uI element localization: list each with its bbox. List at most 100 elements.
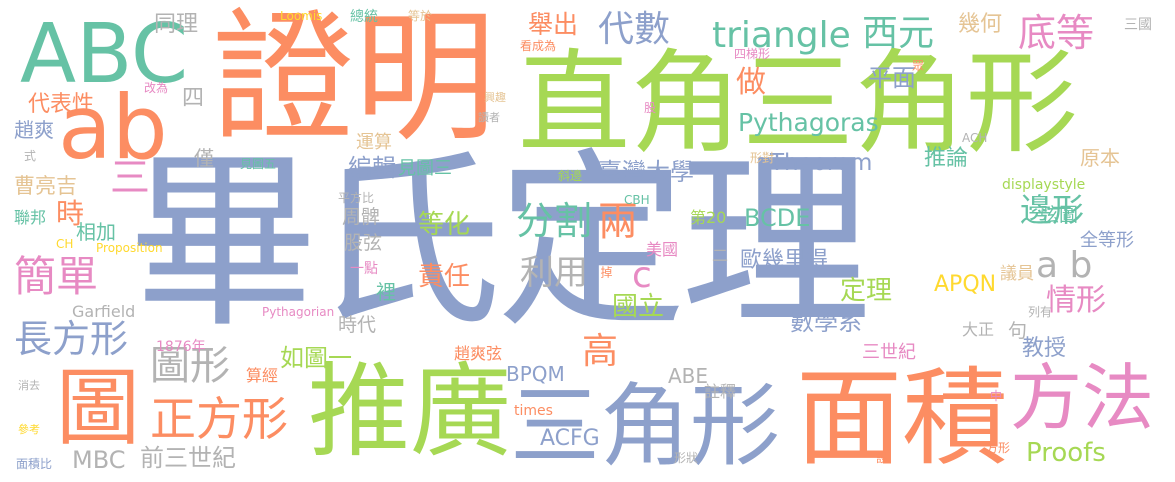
word: 形狀 <box>674 451 699 465</box>
word: 邊形 <box>1020 191 1085 229</box>
word: a b <box>1036 245 1093 286</box>
word: 圖形 <box>150 343 230 389</box>
word: 周髀 <box>342 206 381 228</box>
word: Pythagoras <box>738 108 879 137</box>
word: 相加 <box>76 220 116 244</box>
word: 聯邦 <box>14 208 47 227</box>
word: 參考 <box>18 423 40 436</box>
word: MBC <box>72 446 126 474</box>
word: ab <box>58 76 168 179</box>
word: 時 <box>56 197 85 230</box>
word: 同理 <box>154 12 199 37</box>
word: 興趣 <box>484 91 506 104</box>
word: c <box>632 255 652 296</box>
word: 簡單 <box>14 252 99 301</box>
word: 見圖五 <box>240 157 277 171</box>
word: 原本 <box>1080 146 1120 170</box>
word: 總統 <box>350 9 378 25</box>
word: 看成為 <box>520 39 557 53</box>
word: 責任 <box>418 262 471 292</box>
word: 推論 <box>924 146 969 171</box>
word: ACFG <box>540 426 600 451</box>
word: 教授 <box>1022 336 1067 361</box>
word: 四梯形 <box>734 47 771 61</box>
word: 趙爽 <box>14 118 54 142</box>
word: ABE <box>668 364 709 388</box>
word: Garfield <box>72 302 136 321</box>
word: 代表性 <box>28 92 95 117</box>
word: 推廣 <box>308 353 512 472</box>
word: 畢氏定理 <box>128 132 871 353</box>
word: 眾 <box>912 59 925 73</box>
word: 註釋 <box>704 382 737 401</box>
word: 做 <box>736 65 766 100</box>
word: 三角形 <box>510 374 780 479</box>
word: 幾何 <box>958 12 1003 37</box>
word: 一點 <box>350 261 378 277</box>
word: 設 <box>876 451 889 465</box>
word: 長方形 <box>14 317 129 361</box>
word: 三國 <box>1124 17 1152 33</box>
word: 三世紀 <box>862 342 916 363</box>
word: 分割 <box>516 199 593 243</box>
word: ACH <box>962 131 988 145</box>
word: APQN <box>934 272 997 297</box>
word: 底等 <box>1018 11 1095 55</box>
word: CBH <box>624 193 650 207</box>
word: 股弦 <box>344 232 383 254</box>
word: 數學系 <box>790 308 862 336</box>
word: 二 <box>712 246 729 265</box>
word: 舉出 <box>528 10 579 39</box>
word: Loomis <box>280 9 323 23</box>
word: 平方比 <box>338 191 375 205</box>
word: 西元 <box>862 13 935 54</box>
word: ABC <box>20 7 189 102</box>
word: 歐幾里得 <box>740 248 829 273</box>
word: 四 <box>182 86 205 111</box>
word: 美國 <box>646 240 679 259</box>
word: 形對 <box>750 151 775 165</box>
word: 方形 <box>986 441 1011 455</box>
word: 讀者 <box>478 111 500 124</box>
word: 等化 <box>418 210 471 240</box>
word: 列有 <box>1028 305 1053 319</box>
word: 平面 <box>868 64 916 92</box>
word: 第20 <box>690 208 727 227</box>
word: times <box>514 403 553 419</box>
word: 算經 <box>246 366 279 385</box>
word: 弦圖 <box>1040 204 1079 226</box>
word: triangle <box>712 15 851 56</box>
word: BCDE <box>744 204 811 232</box>
word: 三 <box>110 155 150 201</box>
word: 兩 <box>598 199 638 245</box>
word: 時代 <box>338 314 377 336</box>
word: 趙爽弦 <box>454 344 503 363</box>
word: Pythagorian <box>262 305 335 319</box>
word: 曹亮吉 <box>14 174 77 198</box>
word: 股 <box>644 101 657 115</box>
word: 面積比 <box>16 457 53 471</box>
word: BPQM <box>506 362 565 386</box>
word: 式 <box>24 149 37 163</box>
word: 高 <box>582 331 619 372</box>
word: 運算 <box>356 132 392 153</box>
word: 定理 <box>840 276 893 306</box>
word: 議員 <box>1000 264 1034 284</box>
word: 圖 <box>56 359 141 457</box>
word: 改為 <box>144 81 169 95</box>
word: 消去 <box>18 379 40 392</box>
word: 情形 <box>1046 283 1106 318</box>
word: displaystyle <box>1002 177 1086 193</box>
word: 證明 <box>212 0 496 161</box>
word: 臺灣大學 <box>598 158 694 186</box>
word: Theorem <box>770 150 873 176</box>
word: 大正 <box>962 320 995 339</box>
word: 代數 <box>598 9 671 50</box>
word: Proofs <box>1026 438 1106 468</box>
word: 如圖一 <box>280 344 352 372</box>
word: CH <box>56 237 74 251</box>
word: 見圖三 <box>398 158 452 179</box>
word: 國立 <box>612 292 665 322</box>
word: 等於 <box>408 9 433 23</box>
